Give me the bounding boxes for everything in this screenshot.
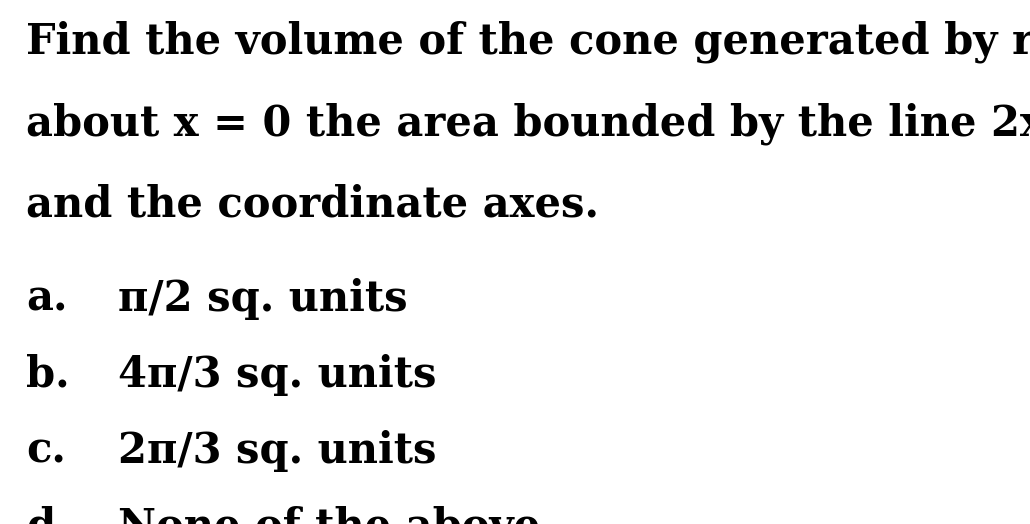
Text: c.: c. <box>26 430 66 472</box>
Text: and the coordinate axes.: and the coordinate axes. <box>26 183 598 225</box>
Text: b.: b. <box>26 354 69 396</box>
Text: a.: a. <box>26 278 67 320</box>
Text: Find the volume of the cone generated by revolving: Find the volume of the cone generated by… <box>26 21 1030 63</box>
Text: about x = 0 the area bounded by the line 2x + y = 2: about x = 0 the area bounded by the line… <box>26 102 1030 145</box>
Text: π/2 sq. units: π/2 sq. units <box>118 278 408 320</box>
Text: 4π/3 sq. units: 4π/3 sq. units <box>118 354 437 396</box>
Text: d.: d. <box>26 506 69 524</box>
Text: None of the above: None of the above <box>118 506 541 524</box>
Text: 2π/3 sq. units: 2π/3 sq. units <box>118 430 437 472</box>
